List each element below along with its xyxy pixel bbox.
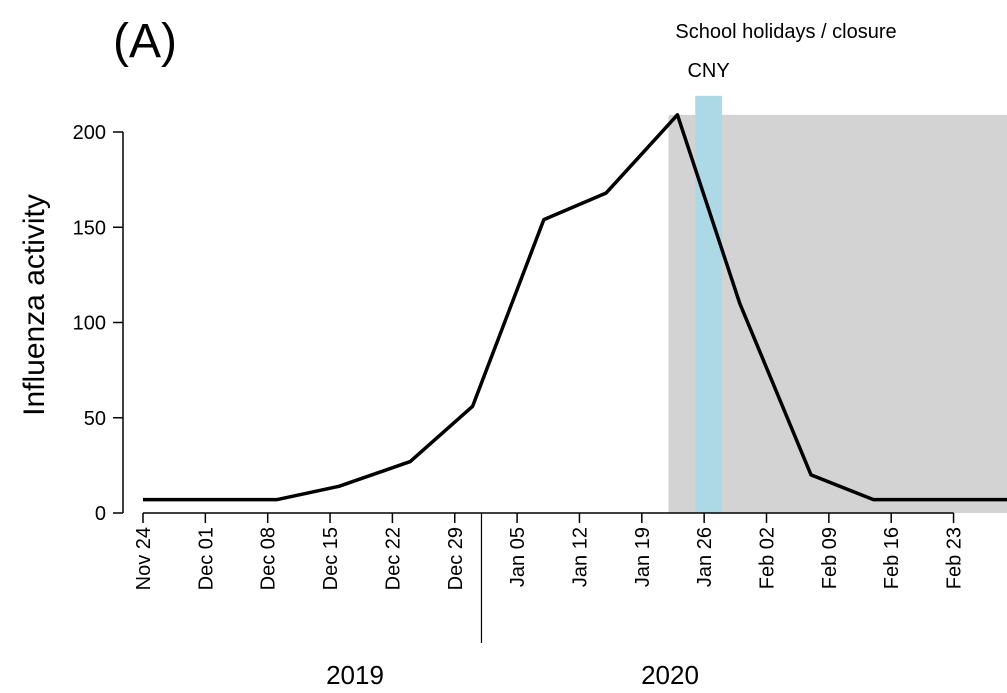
x-tick-label: Jan 26	[694, 527, 716, 587]
x-tick-label: Jan 05	[507, 527, 529, 587]
chart-title: (A)	[113, 15, 177, 68]
y-tick-label: 0	[95, 503, 106, 525]
x-tick-label: Dec 15	[320, 527, 342, 590]
x-tick-label: Feb 23	[944, 527, 966, 589]
year-label: 2019	[326, 660, 384, 690]
x-tick-label: Dec 22	[382, 527, 404, 590]
x-tick-label: Dec 08	[258, 527, 280, 590]
x-tick-label: Feb 09	[819, 527, 841, 589]
year-label: 2020	[641, 660, 699, 690]
y-tick-label: 200	[73, 122, 106, 144]
x-tick-label: Dec 29	[445, 527, 467, 590]
region-label: School holidays / closure	[675, 21, 896, 43]
shaded-region	[668, 114, 1007, 513]
x-tick-label: Nov 24	[133, 527, 155, 590]
y-tick-label: 150	[73, 217, 106, 239]
x-tick-label: Feb 16	[881, 527, 903, 589]
data-line	[143, 113, 1007, 502]
x-tick-label: Feb 02	[757, 527, 779, 589]
x-tick-label: Jan 12	[569, 527, 591, 587]
shaded-region	[695, 95, 722, 514]
y-tick-label: 100	[73, 313, 106, 335]
x-tick-label: Jan 19	[632, 527, 654, 587]
region-label: CNY	[687, 60, 729, 82]
y-axis-label: Influenza activity	[18, 194, 51, 416]
y-tick-label: 50	[84, 408, 106, 430]
x-tick-label: Dec 01	[195, 527, 217, 590]
